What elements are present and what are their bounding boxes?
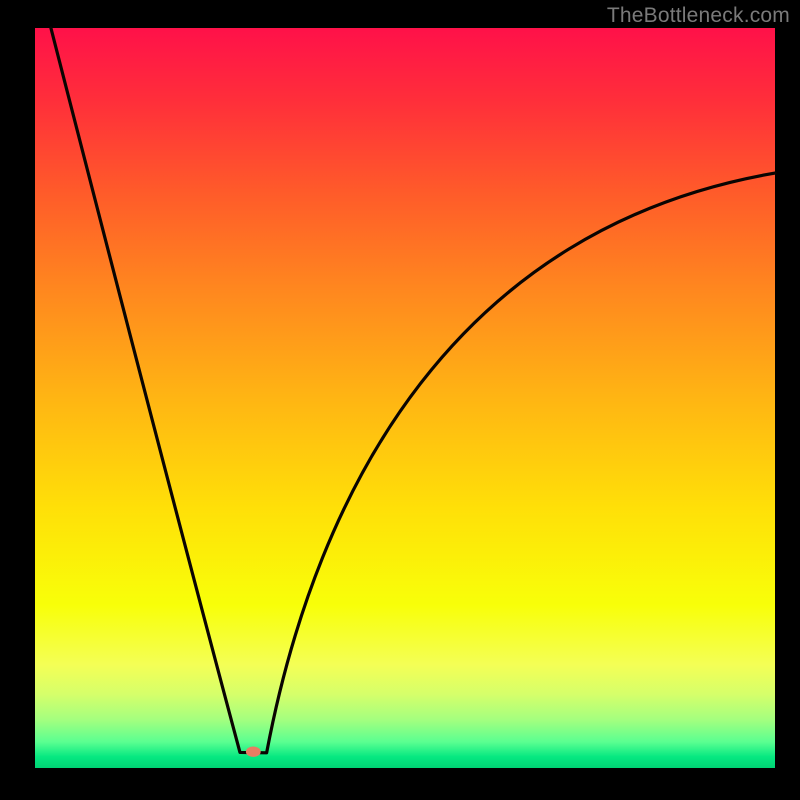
chart-frame: TheBottleneck.com bbox=[0, 0, 800, 800]
curve-notch-marker bbox=[246, 747, 261, 757]
plot-area bbox=[35, 28, 775, 768]
bottleneck-curve bbox=[51, 28, 775, 753]
curve-overlay bbox=[35, 28, 775, 768]
watermark-text: TheBottleneck.com bbox=[607, 4, 790, 28]
